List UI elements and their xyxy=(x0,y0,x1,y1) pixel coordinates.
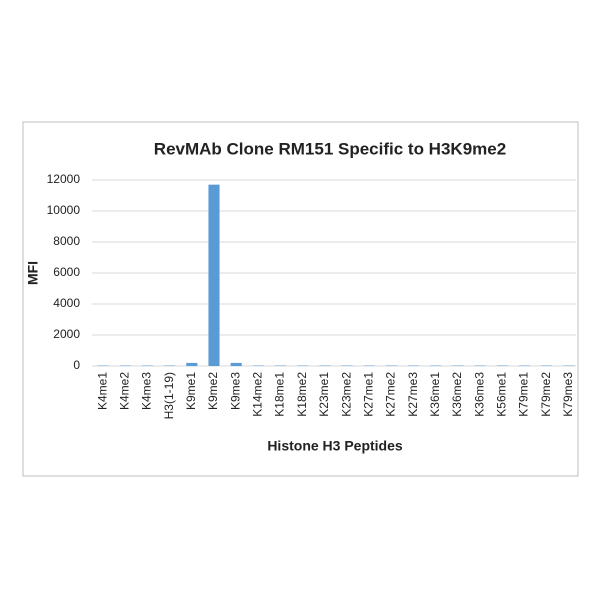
y-tick-label: 2000 xyxy=(53,327,80,341)
y-axis-label: MFI xyxy=(25,261,41,285)
x-tick-label: K14me2 xyxy=(251,372,265,417)
x-tick-label: K27me3 xyxy=(406,372,420,417)
y-tick-label: 10000 xyxy=(47,203,81,217)
x-tick-label: K18me2 xyxy=(295,372,309,417)
x-tick-label: K23me2 xyxy=(339,372,353,417)
x-tick-label: K36me3 xyxy=(472,372,486,417)
x-tick-label: K56me1 xyxy=(495,372,509,417)
bar xyxy=(230,362,242,366)
x-tick-label: K23me1 xyxy=(317,372,331,417)
x-tick-label: K27me1 xyxy=(361,372,375,417)
bar xyxy=(186,362,198,366)
y-tick-label: 8000 xyxy=(53,234,80,248)
x-tick-label: K18me1 xyxy=(273,372,287,417)
y-tick-label: 12000 xyxy=(47,172,81,186)
x-tick-label: K36me2 xyxy=(450,372,464,417)
x-tick-label: K79me2 xyxy=(539,372,553,417)
chart-title: RevMAb Clone RM151 Specific to H3K9me2 xyxy=(154,139,506,158)
y-tick-label: 6000 xyxy=(53,265,80,279)
y-tick-label: 0 xyxy=(73,358,80,372)
chart-border xyxy=(22,121,579,477)
x-tick-label: H3(1-19) xyxy=(162,372,176,419)
x-tick-label: K4me2 xyxy=(117,372,131,410)
x-tick-label: K36me1 xyxy=(428,372,442,417)
x-tick-label: K9me2 xyxy=(206,372,220,410)
x-tick-label: K79me3 xyxy=(561,372,575,417)
bar xyxy=(208,184,220,366)
x-tick-label: K9me3 xyxy=(228,372,242,410)
x-tick-label: K9me1 xyxy=(184,372,198,410)
x-tick-label: K4me1 xyxy=(95,372,109,410)
x-axis-label: Histone H3 Peptides xyxy=(267,438,403,454)
x-tick-label: K4me3 xyxy=(140,372,154,410)
y-tick-label: 4000 xyxy=(53,296,80,310)
x-tick-label: K79me1 xyxy=(517,372,531,417)
x-tick-label: K27me2 xyxy=(384,372,398,417)
